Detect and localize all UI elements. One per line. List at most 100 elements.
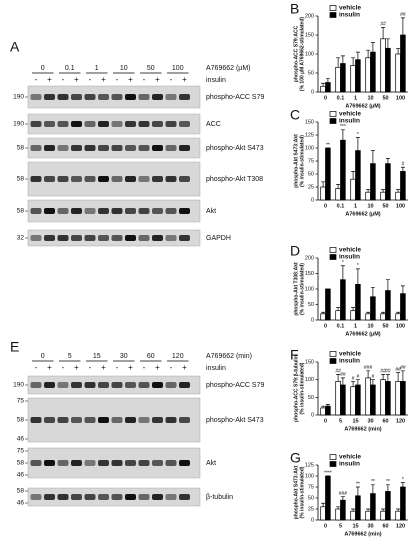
blot-band xyxy=(152,208,163,214)
insulin-sign: + xyxy=(101,363,106,372)
bar xyxy=(395,53,401,93)
blot-band xyxy=(57,145,69,151)
y-tick-label: 50 xyxy=(308,495,314,501)
x-tick-label: 15 xyxy=(352,418,358,424)
significance: * xyxy=(357,132,359,138)
y-tick-label: 0 xyxy=(311,317,314,323)
error-bar xyxy=(396,47,401,54)
blot-band xyxy=(125,460,136,466)
insulin-sign: + xyxy=(47,363,52,372)
legend-label: insulin xyxy=(339,118,360,125)
x-tick-label: 60 xyxy=(382,418,388,424)
x-tick-label: 1 xyxy=(354,203,357,209)
blot-band xyxy=(165,208,177,214)
blot-band xyxy=(98,417,109,423)
blot-band xyxy=(152,417,163,423)
y-axis-label: (% insulin-stimulated) xyxy=(299,263,305,315)
bar xyxy=(335,188,341,201)
significance: # xyxy=(402,162,405,168)
insulin-sign: + xyxy=(182,75,187,84)
error-bar xyxy=(400,370,405,382)
mw-marker: 58 xyxy=(17,417,25,424)
mw-marker: 190 xyxy=(13,382,24,389)
mw-marker: 58 xyxy=(17,145,25,152)
bar xyxy=(385,491,391,521)
blot-band xyxy=(138,460,150,466)
error-bar xyxy=(355,486,360,496)
insulin-sign: + xyxy=(155,75,160,84)
blot-band xyxy=(138,176,150,182)
y-tick-label: 0 xyxy=(311,517,314,523)
blot-band xyxy=(165,145,177,151)
blot-band xyxy=(138,382,150,388)
error-bar xyxy=(381,189,386,193)
y-axis-label: (% 100 µM A769662-stimulated) xyxy=(299,17,305,91)
blot-band xyxy=(111,94,123,100)
blot-band xyxy=(71,94,82,100)
bar xyxy=(350,310,356,321)
row-label: ACC xyxy=(206,121,221,128)
blot-band xyxy=(98,208,109,214)
bar xyxy=(380,313,386,321)
blot-band xyxy=(44,94,55,100)
y-tick-label: 50 xyxy=(308,70,314,76)
blot-band xyxy=(84,208,96,214)
dose-label: 10 xyxy=(120,65,128,72)
significance: ## xyxy=(335,369,341,375)
bar xyxy=(395,313,401,321)
error-bar xyxy=(340,129,345,141)
bar xyxy=(340,139,346,201)
mw-marker: 58 xyxy=(17,208,25,215)
blot-band xyxy=(30,145,42,151)
blot-band xyxy=(98,121,109,127)
error-bar xyxy=(385,484,390,492)
significance: * xyxy=(402,477,404,483)
significance: # xyxy=(357,374,360,380)
dose-label: 0.1 xyxy=(65,65,75,72)
blot-band xyxy=(98,176,109,182)
blot-band xyxy=(138,94,150,100)
legend-swatch xyxy=(329,111,337,117)
insulin-sign: + xyxy=(74,363,79,372)
y-tick-label: 100 xyxy=(305,377,314,383)
y-axis-label: phospho-Akt S473:Akt xyxy=(293,134,299,188)
x-tick-label: 0 xyxy=(324,95,327,101)
insulin-sign: - xyxy=(35,75,38,84)
blot-band xyxy=(152,145,163,151)
significance: ## xyxy=(340,372,346,378)
insulin-sign: - xyxy=(170,363,173,372)
error-bar xyxy=(336,307,341,311)
blot-band xyxy=(84,494,96,500)
insulin-sign: - xyxy=(170,75,173,84)
blot-band xyxy=(111,121,123,127)
x-tick-label: 5 xyxy=(339,418,342,424)
bar xyxy=(355,384,361,416)
insulin-sign: - xyxy=(143,363,146,372)
insulin-sign: - xyxy=(89,75,92,84)
error-bar xyxy=(351,307,356,311)
bar xyxy=(340,384,346,416)
blot-band xyxy=(44,382,55,388)
legend-swatch xyxy=(329,5,337,11)
x-tick-label: 100 xyxy=(396,203,405,209)
bar xyxy=(395,191,401,201)
blot-band xyxy=(57,121,69,127)
blot-band xyxy=(98,235,109,241)
x-tick-label: 100 xyxy=(396,323,405,329)
bar xyxy=(380,379,386,416)
error-bar xyxy=(321,502,326,507)
blot-band xyxy=(71,494,82,500)
bar xyxy=(395,381,401,416)
blot-band xyxy=(30,208,42,214)
legend-label: insulin xyxy=(339,254,360,261)
error-bar xyxy=(340,55,345,64)
error-bar xyxy=(396,508,401,512)
significance: ## xyxy=(380,369,386,375)
error-bar xyxy=(370,287,375,297)
x-tick-label: 1 xyxy=(354,323,357,329)
bar xyxy=(325,288,331,321)
blot-band xyxy=(84,145,96,151)
dose-label: 15 xyxy=(93,353,101,360)
legend-label: insulin xyxy=(339,358,360,365)
